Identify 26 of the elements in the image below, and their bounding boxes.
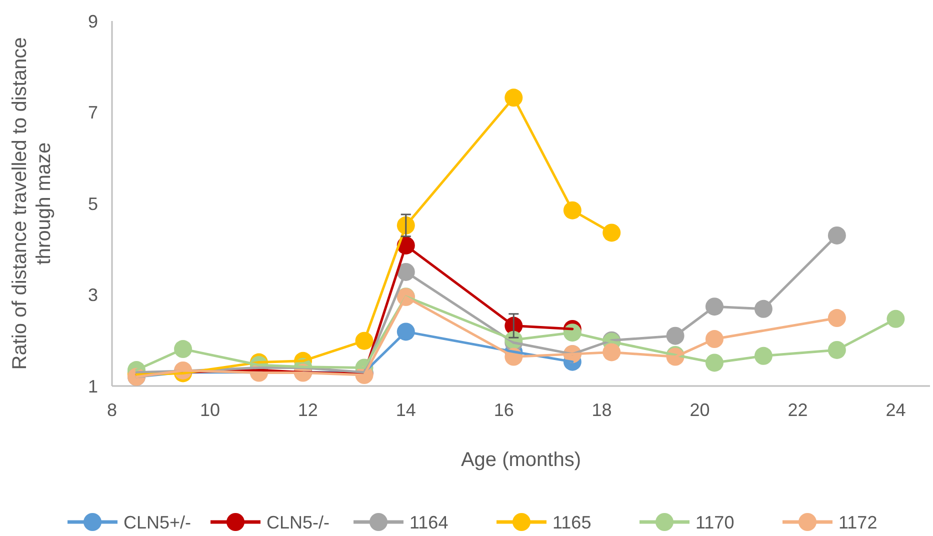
y-tick-label: 7 bbox=[88, 102, 98, 123]
x-tick-label: 8 bbox=[106, 400, 118, 420]
point bbox=[828, 309, 846, 327]
point bbox=[828, 226, 846, 244]
point bbox=[886, 310, 905, 328]
x-tick-label: 18 bbox=[592, 400, 612, 420]
x-tick-label: 24 bbox=[886, 400, 906, 420]
y-tick-label: 5 bbox=[88, 194, 98, 214]
y-tick-label: 3 bbox=[88, 285, 98, 306]
x-tick-label: 10 bbox=[200, 400, 220, 420]
y-tick-label: 1 bbox=[88, 376, 98, 396]
x-tick-label: 16 bbox=[494, 400, 514, 420]
x-axis-title: Age (months) bbox=[460, 449, 582, 471]
x-tick-label: 14 bbox=[396, 400, 416, 420]
legend-label: 1170 bbox=[696, 512, 734, 532]
x-tick-label: 12 bbox=[298, 400, 318, 420]
x-tick-label: 22 bbox=[788, 400, 808, 420]
legend-label: 1165 bbox=[552, 512, 592, 532]
x-tick-label: 20 bbox=[690, 400, 710, 420]
point bbox=[602, 224, 621, 242]
legend-label: 1164 bbox=[410, 512, 448, 532]
legend-label: CLN5-/- bbox=[266, 512, 330, 532]
legend-label: 1172 bbox=[838, 512, 878, 532]
legend-label: CLN5+/- bbox=[124, 512, 192, 532]
y-tick-label: 9 bbox=[88, 11, 98, 32]
y-axis-title: Ratio of distance travelled to distance through maze bbox=[9, 37, 55, 370]
